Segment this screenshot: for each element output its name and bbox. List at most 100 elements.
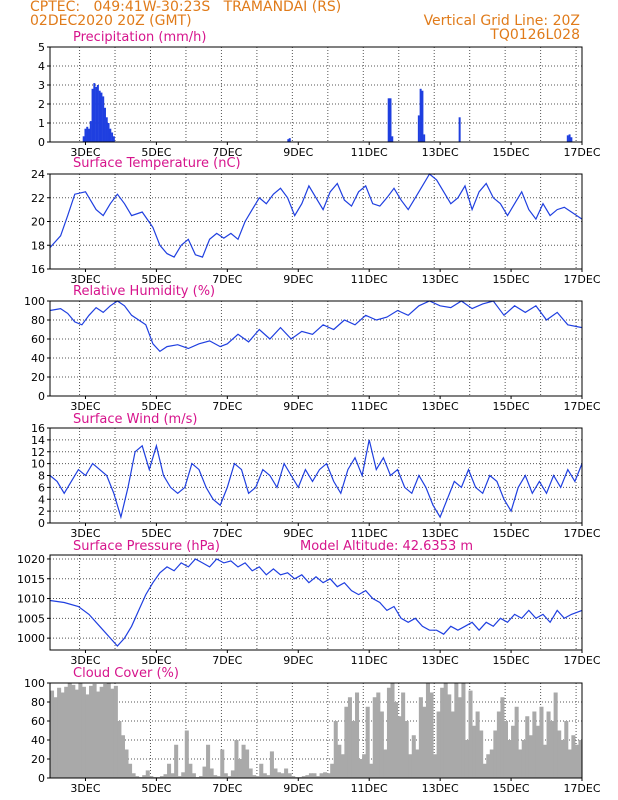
- cloud-bar: [92, 683, 97, 778]
- temp-ytick-label: 20: [31, 216, 45, 229]
- cloud-xtick-label: 11DEC: [351, 782, 388, 795]
- cloud-bar: [511, 725, 516, 778]
- cloud-bar: [262, 773, 267, 778]
- pressure-xtick-label: 17DEC: [563, 654, 600, 667]
- cloud-bar: [461, 683, 466, 778]
- cloud-bar: [241, 744, 246, 778]
- precip-bar: [103, 107, 106, 142]
- cloud-bar: [333, 721, 338, 778]
- pressure-xtick-label: 13DEC: [422, 654, 459, 667]
- cloud-bar: [578, 740, 583, 778]
- cloud-bar: [355, 692, 360, 778]
- pressure-ytick-label: 1020: [17, 553, 45, 566]
- cloud-bar: [227, 776, 232, 778]
- precip-bar: [96, 85, 99, 142]
- precip-xtick-label: 15DEC: [493, 146, 530, 159]
- cloud-bar: [351, 721, 356, 778]
- cloud-bar: [553, 692, 558, 778]
- cloud-bar: [237, 759, 243, 778]
- cloud-bar: [170, 773, 175, 778]
- wind-ytick-label: 14: [31, 434, 45, 447]
- humidity-xtick-label: 3DEC: [70, 400, 100, 413]
- pressure-ytick-label: 1005: [17, 612, 45, 625]
- precip-bar: [100, 92, 103, 142]
- cloud-bar: [503, 721, 509, 778]
- cloud-bar: [411, 735, 416, 778]
- temp-ytick-label: 24: [31, 168, 45, 181]
- pressure-xtick-label: 3DEC: [70, 654, 100, 667]
- cloud-bar: [305, 775, 310, 778]
- cloud-bar: [216, 776, 221, 778]
- pressure-subtitle: Model Altitude: 42.6353 m: [300, 539, 474, 554]
- cloud-bar: [518, 749, 523, 778]
- cloud-bar: [96, 691, 101, 778]
- cloud-bar: [308, 773, 313, 778]
- cloud-bar: [479, 730, 484, 778]
- cloud-bar: [191, 773, 196, 778]
- header-station: CPTEC: 049:41W-30:23S TRAMANDAI (RS): [30, 0, 342, 15]
- cloud-frame: [49, 682, 583, 779]
- wind-xtick-label: 13DEC: [422, 527, 459, 540]
- pressure-title: Surface Pressure (hPa): [73, 539, 220, 554]
- cloud-bar: [372, 697, 377, 778]
- temp-xtick-label: 5DEC: [141, 273, 171, 286]
- cloud-bar: [397, 716, 402, 778]
- cloud-bar: [135, 776, 140, 778]
- cloud-xtick-label: 5DEC: [141, 782, 171, 795]
- cloud-bar: [266, 775, 271, 778]
- cloud-bar: [429, 692, 434, 778]
- humidity-xtick-label: 5DEC: [141, 400, 171, 413]
- cloud-bar: [326, 773, 331, 778]
- cloud-xtick-label: 7DEC: [212, 782, 242, 795]
- cloud-bar: [408, 754, 413, 778]
- wind-line: [49, 439, 583, 520]
- precip-bar: [105, 117, 108, 142]
- precip-bar: [419, 88, 422, 142]
- wind-ytick-label: 4: [38, 493, 45, 506]
- cloud-bar: [209, 768, 214, 778]
- cloud-bar: [131, 773, 136, 778]
- cloud-bar: [276, 772, 282, 778]
- cloud-bar: [422, 706, 427, 778]
- precip-frame: [49, 46, 583, 143]
- cloud-bar: [557, 730, 562, 778]
- precip-ytick-label: 4: [38, 60, 45, 73]
- cloud-ytick-label: 100: [24, 677, 45, 690]
- cloud-bar: [390, 683, 395, 778]
- cloud-bar: [149, 776, 154, 778]
- cloud-bar: [223, 773, 228, 778]
- cloud-bar: [486, 754, 491, 778]
- wind-xtick-label: 15DEC: [493, 527, 530, 540]
- cloud-bar: [532, 711, 537, 778]
- cloud-bar: [103, 683, 108, 778]
- precip-bar: [287, 139, 290, 142]
- pressure-xtick-label: 7DEC: [212, 654, 242, 667]
- precip-ytick-label: 2: [38, 98, 45, 111]
- cloud-bar: [184, 730, 189, 778]
- precip-bar: [387, 98, 390, 142]
- cloud-bar: [78, 683, 83, 778]
- pressure-xtick-label: 15DEC: [493, 654, 530, 667]
- precip-bar: [89, 121, 92, 142]
- cloud-bar: [482, 763, 487, 778]
- cloud-bar: [145, 770, 150, 778]
- cloud-ytick-label: 20: [31, 753, 45, 766]
- cloud-bar: [252, 775, 257, 778]
- cloud-bar: [85, 694, 90, 778]
- cloud-bar: [404, 721, 409, 778]
- cloud-bar: [255, 776, 260, 778]
- cloud-bar: [550, 721, 555, 778]
- temp-xtick-label: 17DEC: [563, 273, 600, 286]
- humidity-line: [49, 300, 583, 353]
- cloud-ytick-label: 40: [31, 734, 45, 747]
- temp-xtick-label: 11DEC: [351, 273, 388, 286]
- cloud-bar: [514, 706, 519, 778]
- cloud-bar: [386, 687, 391, 778]
- temp-ytick-label: 22: [31, 192, 45, 205]
- cloud-bar: [489, 749, 494, 778]
- cloud-xtick-label: 3DEC: [70, 782, 100, 795]
- cloud-bar: [280, 773, 285, 778]
- precip-xtick-label: 3DEC: [70, 146, 100, 159]
- pressure-xtick-label: 9DEC: [283, 654, 313, 667]
- cloud-bar: [67, 683, 72, 778]
